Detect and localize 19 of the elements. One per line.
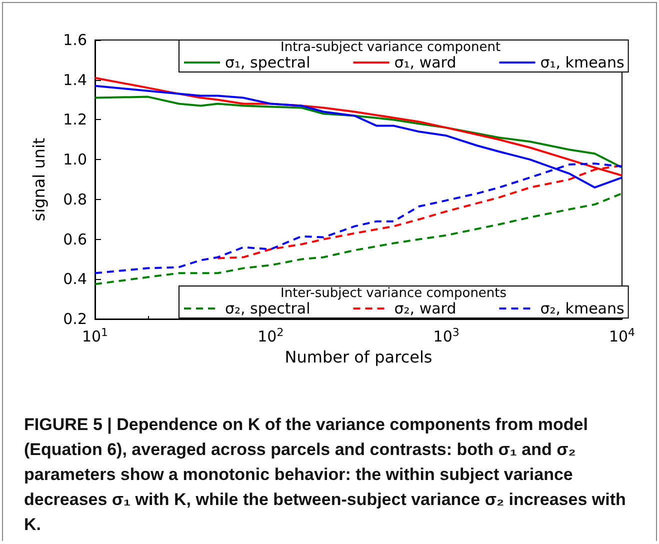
caption: FIGURE 5 | Dependence on K of the variance components from model (Equation 6), averaged across parcels and contrasts: both σ₁ and σ₂ parameters show a monotonic behavior: the within subject variance decreases σ₁ with K, while the between-subject variance σ₂ increases with K. — [24, 414, 627, 536]
legend-label: σ₁, kmeans — [540, 54, 624, 72]
annotation: Intra-subject variance component — [280, 40, 501, 55]
legend-label: σ₂, spectral — [225, 300, 310, 318]
y-tick-label: 1.4 — [63, 70, 87, 89]
y-axis-title: signal unit — [30, 138, 48, 222]
y-tick-label: 1.6 — [63, 31, 87, 49]
y-tick-label: 0.8 — [63, 190, 87, 208]
annotation: Inter-subject variance components — [280, 286, 507, 301]
y-tick-label: 1.2 — [63, 110, 87, 129]
y-tick-label: 0.4 — [63, 270, 87, 288]
legend-label: σ₁, ward — [394, 54, 456, 72]
legend-label: σ₂, ward — [394, 300, 456, 318]
y-tick-label: 0.2 — [63, 310, 87, 328]
legend-label: σ₁, spectral — [225, 54, 310, 72]
y-tick-label: 0.6 — [63, 230, 87, 248]
y-tick-label: 1.0 — [63, 150, 87, 169]
x-axis-title: Number of parcels — [284, 347, 432, 366]
legend-label: σ₂, kmeans — [540, 300, 624, 318]
